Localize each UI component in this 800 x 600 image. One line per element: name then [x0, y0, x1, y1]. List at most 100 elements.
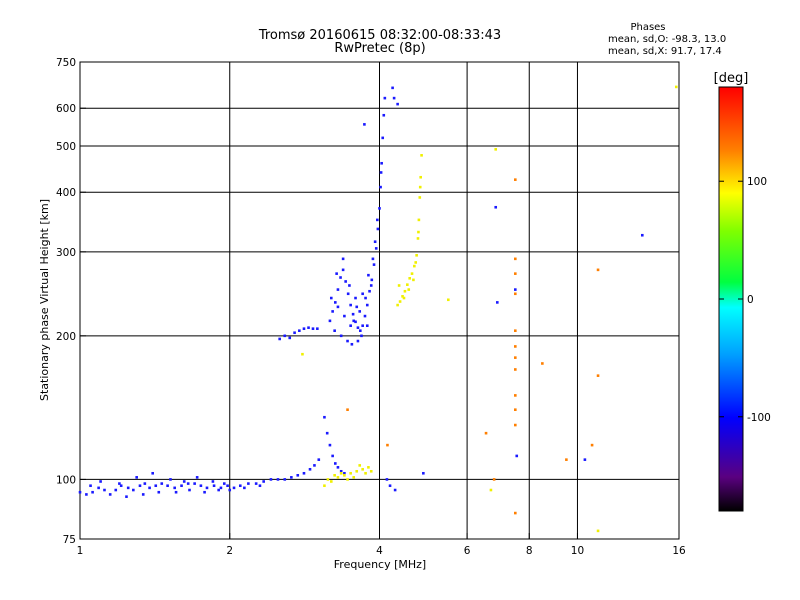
data-point-x [301, 352, 304, 356]
data-point-other [514, 329, 517, 332]
data-point-x [596, 529, 600, 533]
data-point-o [195, 476, 199, 479]
data-point-other [514, 368, 517, 371]
data-point-other [596, 374, 600, 377]
y-tick-label: 600 [56, 103, 76, 115]
data-point-x [407, 288, 411, 291]
data-point-o [515, 454, 519, 458]
data-point-x [339, 471, 343, 475]
data-point-o [363, 123, 366, 126]
data-point-o [339, 334, 343, 338]
data-point-x [406, 283, 409, 286]
data-point-o [278, 337, 281, 341]
data-point-o [118, 482, 121, 485]
data-point-o [288, 336, 292, 340]
data-point-o [640, 233, 644, 237]
data-point-x [336, 476, 340, 479]
data-point-o [247, 482, 250, 485]
data-point-o [169, 478, 172, 481]
y-tick-label: 300 [56, 247, 76, 259]
data-point-o [290, 476, 293, 479]
data-point-o [349, 324, 352, 328]
data-point-o [125, 495, 128, 498]
data-point-o [148, 486, 151, 490]
data-point-o [180, 484, 183, 488]
data-point-o [114, 488, 118, 492]
chart-title: Tromsø 20160615 08:32:00-08:33:43 [258, 28, 501, 43]
data-point-o [350, 342, 354, 346]
colorbar-tick-label: 100 [747, 176, 767, 188]
data-point-o [78, 490, 82, 494]
data-point-o [361, 292, 364, 296]
data-point-o [325, 431, 329, 435]
data-point-other [514, 356, 517, 359]
data-point-x [369, 469, 373, 473]
data-point-o [313, 464, 316, 467]
data-point-o [348, 284, 351, 287]
data-point-x [415, 253, 418, 257]
data-point-x [410, 272, 414, 275]
x-tick-label: 16 [672, 545, 686, 557]
data-point-o [212, 484, 216, 488]
x-tick-label: 4 [376, 545, 383, 557]
data-point-x [364, 471, 367, 475]
data-point-o [364, 296, 367, 300]
data-point-o [328, 443, 332, 447]
data-point-o [352, 319, 356, 323]
data-point-other [565, 458, 568, 461]
data-point-o [85, 493, 88, 496]
data-point-o [311, 327, 315, 330]
data-point-o [219, 486, 223, 490]
data-point-x [361, 467, 364, 471]
data-point-o [359, 329, 362, 332]
legend-line-x: mean, sd,X: 91.7, 17.4 [608, 46, 722, 57]
data-point-o [238, 484, 242, 488]
data-point-x [414, 261, 418, 264]
data-point-x [419, 175, 422, 179]
data-point-x [413, 264, 416, 268]
data-point-o [203, 490, 206, 494]
data-point-o [226, 484, 229, 488]
data-point-o [365, 324, 369, 328]
data-point-o [316, 327, 319, 330]
data-point-o [254, 482, 258, 485]
data-point-o [151, 471, 154, 475]
data-point-x [494, 148, 498, 151]
data-point-o [135, 476, 138, 479]
data-point-o [393, 488, 397, 492]
data-point-x [418, 185, 422, 189]
y-tick-label: 750 [56, 57, 76, 69]
data-point-o [346, 339, 349, 343]
data-point-other [514, 257, 517, 261]
data-points [78, 85, 678, 533]
data-point-x [333, 474, 336, 477]
data-point-o [371, 257, 375, 261]
data-point-other [514, 272, 517, 275]
data-point-o [188, 488, 191, 492]
data-point-other [492, 478, 496, 481]
data-point-x [358, 464, 362, 467]
data-point-x [326, 478, 330, 481]
data-point-o [358, 310, 362, 313]
data-point-o [361, 324, 364, 328]
data-point-o [368, 289, 371, 293]
legend-heading: Phases [630, 22, 665, 33]
data-point-o [360, 334, 363, 338]
data-point-o [228, 488, 232, 492]
data-point-x [446, 298, 450, 302]
data-point-o [343, 314, 346, 318]
data-point-o [182, 480, 186, 483]
data-point-other [514, 408, 517, 412]
data-point-o [108, 493, 112, 496]
data-point-o [222, 482, 226, 485]
data-point-o [97, 486, 100, 490]
y-tick-label: 500 [56, 141, 76, 153]
data-point-other [514, 345, 517, 348]
data-point-o [283, 478, 287, 481]
data-point-x [398, 300, 402, 303]
data-point-x [343, 474, 346, 477]
data-point-o [317, 458, 321, 461]
data-point-o [349, 303, 352, 307]
data-point-o [336, 466, 340, 469]
colorbar-label: [deg] [714, 71, 749, 86]
